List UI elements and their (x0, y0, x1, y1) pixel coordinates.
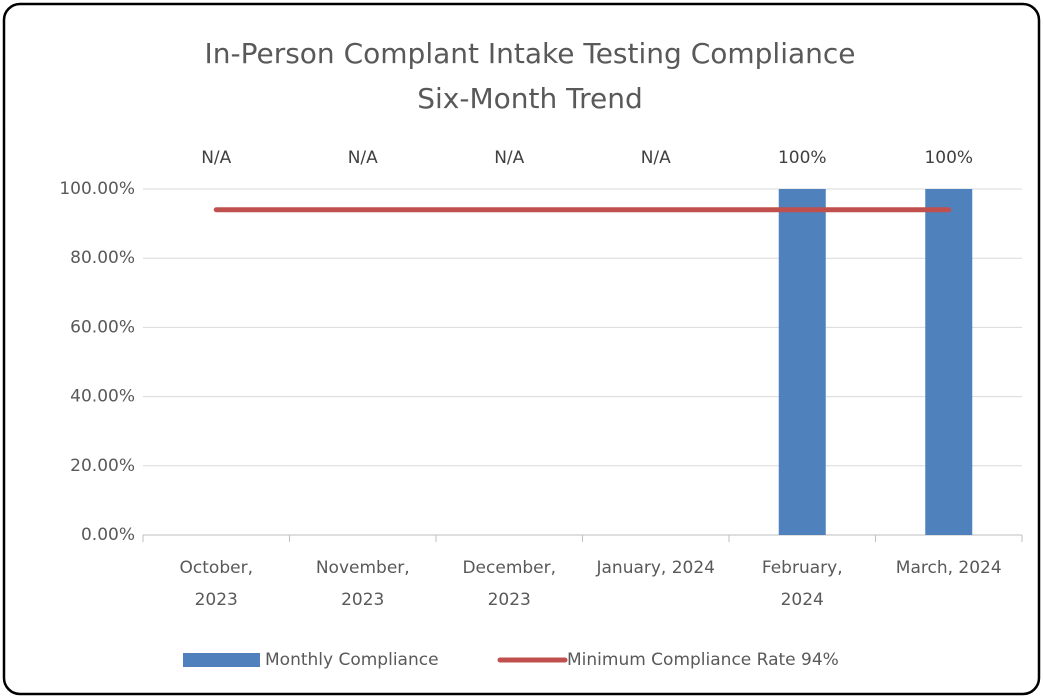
data-label: 100% (924, 148, 973, 168)
y-tick-label: 20.00% (70, 456, 135, 476)
x-tick-label: October, 2023 (179, 558, 253, 610)
y-tick-label: 80.00% (70, 248, 135, 268)
chart-subtitle: Six-Month Trend (417, 82, 643, 115)
bar (778, 189, 826, 535)
x-tick-label: January, 2024 (596, 558, 716, 578)
data-label: N/A (348, 148, 378, 168)
y-tick-label: 60.00% (70, 317, 135, 337)
y-tick-label: 0.00% (81, 525, 135, 545)
data-label: 100% (778, 148, 827, 168)
y-tick-label: 40.00% (70, 387, 135, 407)
y-tick-label: 100.00% (59, 179, 135, 199)
legend-swatch (183, 653, 260, 667)
bar (925, 189, 973, 535)
data-label: N/A (641, 148, 671, 168)
data-label: N/A (494, 148, 524, 168)
x-tick-label: March, 2024 (895, 558, 1002, 578)
legend-label: Minimum Compliance Rate 94% (567, 650, 839, 670)
chart-title: In-Person Complant Intake Testing Compli… (204, 37, 855, 70)
x-tick-label: December, 2023 (462, 558, 557, 610)
legend-label: Monthly Compliance (265, 650, 439, 670)
data-label: N/A (201, 148, 231, 168)
x-tick-label: February, 2024 (761, 558, 843, 610)
x-tick-label: November, 2023 (315, 558, 410, 610)
